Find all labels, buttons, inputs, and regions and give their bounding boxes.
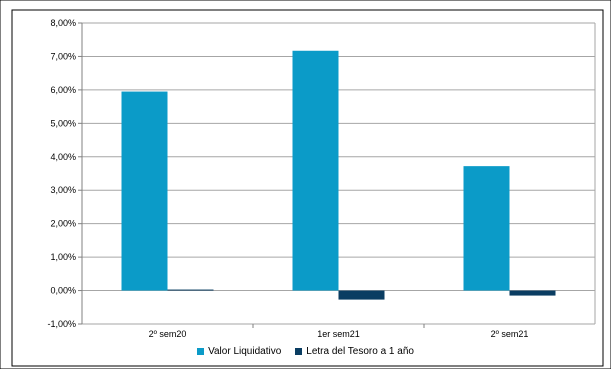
bar-valor-liquidativo-0: [121, 91, 168, 291]
y-tick-label: 3,00%: [50, 185, 76, 195]
legend-label: Valor Liquidativo: [208, 346, 282, 357]
y-tick-label: 6,00%: [50, 85, 76, 95]
legend-swatch: [197, 348, 205, 355]
legend-label: Letra del Tesoro a 1 año: [306, 346, 414, 357]
y-tick-label: 2,00%: [50, 219, 76, 229]
bar-valor-liquidativo-2: [463, 166, 510, 291]
bar-letra-tesoro-2: [509, 290, 556, 296]
legend-item-valor-liquidativo: Valor Liquidativo: [197, 346, 281, 357]
x-tick-label: 2º sem20: [149, 329, 187, 339]
y-tick-label: -1,00%: [47, 319, 76, 329]
y-tick-label: 4,00%: [50, 152, 76, 162]
y-tick-label: 7,00%: [50, 51, 76, 61]
y-axis-ticks: 8,00% 7,00% 6,00% 5,00% 4,00% 3,00% 2,00% 1,00%…: [47, 18, 82, 329]
y-tick-label: 5,00%: [50, 118, 76, 128]
bar-letra-tesoro-0: [167, 289, 214, 291]
y-tick-label: 0,00%: [50, 286, 76, 296]
x-tick-label: 2º sem21: [491, 329, 529, 339]
bars: [121, 50, 556, 300]
y-tick-label: 8,00%: [50, 18, 76, 28]
legend-swatch: [295, 348, 303, 355]
legend-item-letra-del-tesoro: Letra del Tesoro a 1 año: [295, 346, 414, 357]
x-tick-label: 1er sem21: [317, 329, 360, 339]
bar-letra-tesoro-1: [338, 290, 385, 300]
y-tick-label: 1,00%: [50, 252, 76, 262]
bar-valor-liquidativo-1: [292, 50, 339, 291]
x-axis-ticks: 2º sem20 1er sem21 2º sem21: [149, 324, 529, 339]
legend: Valor Liquidativo Letra del Tesoro a 1 a…: [0, 346, 611, 357]
